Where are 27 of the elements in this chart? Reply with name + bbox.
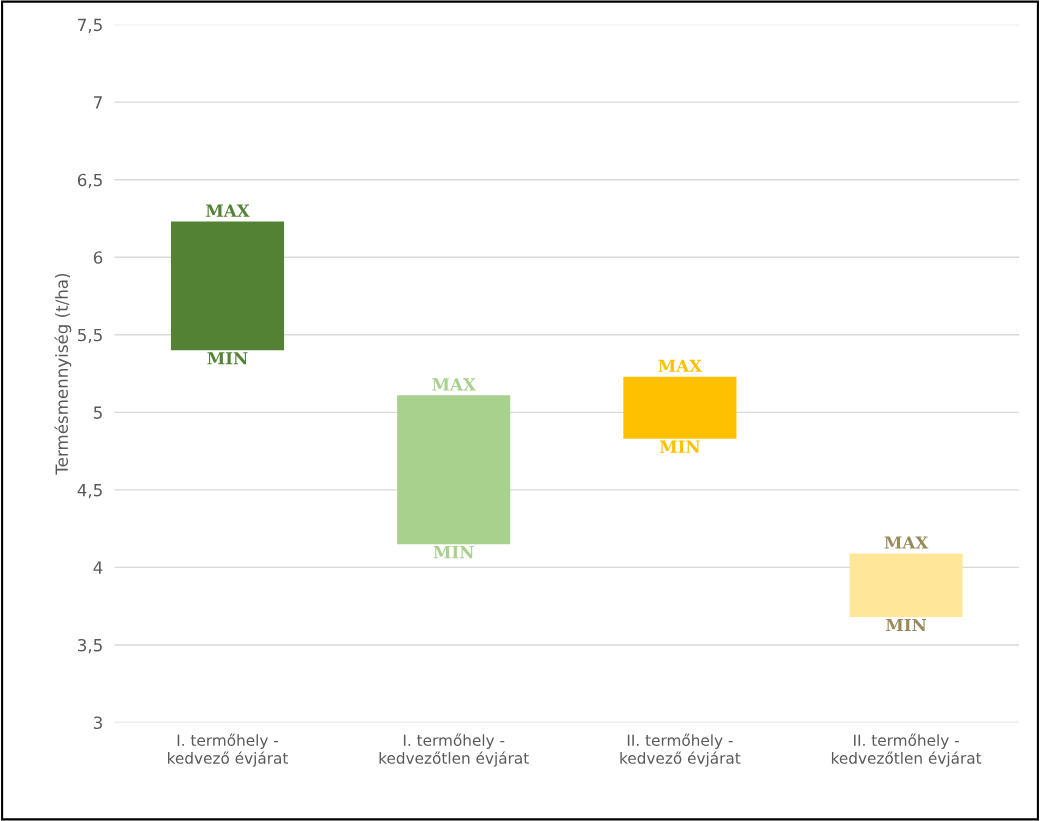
y-tick-label: 6,5 — [77, 173, 102, 188]
y-axis-title: Termésmennyiség (t/ha) — [54, 273, 72, 475]
x-tick-label: I. termőhely - kedvezőtlen évjárat — [379, 733, 529, 767]
bar — [849, 553, 963, 618]
y-tick-label: 4,5 — [77, 484, 102, 499]
y-tick-label: 5,5 — [78, 328, 102, 344]
annotation: MIN — [207, 352, 248, 365]
y-tick-label: 5 — [93, 406, 102, 419]
annotation: MAX — [884, 536, 929, 549]
bar — [397, 395, 511, 545]
annotation: MAX — [432, 378, 476, 391]
bar — [170, 221, 285, 351]
x-tick-label: I. termőhely - kedvező évjárat — [168, 733, 288, 767]
annotation: MAX — [206, 204, 250, 217]
annotation: MIN — [659, 440, 700, 453]
x-tick-label: II. termőhely - kedvező évjárat — [620, 733, 741, 767]
y-tick-label: 6 — [93, 251, 103, 264]
bar — [623, 376, 737, 439]
x-tick-label: II. termőhely - kedvezőtlen évjárat — [831, 733, 982, 767]
y-tick-label: 3 — [93, 716, 102, 730]
y-tick-label: 7,5 — [78, 18, 102, 33]
annotation: MIN — [886, 618, 927, 632]
y-tick-label: 3,5 — [78, 638, 102, 654]
annotation: MAX — [658, 359, 703, 372]
annotation: MIN — [433, 546, 474, 559]
y-tick-label: 7 — [94, 96, 102, 109]
y-tick-label: 4 — [93, 561, 103, 574]
